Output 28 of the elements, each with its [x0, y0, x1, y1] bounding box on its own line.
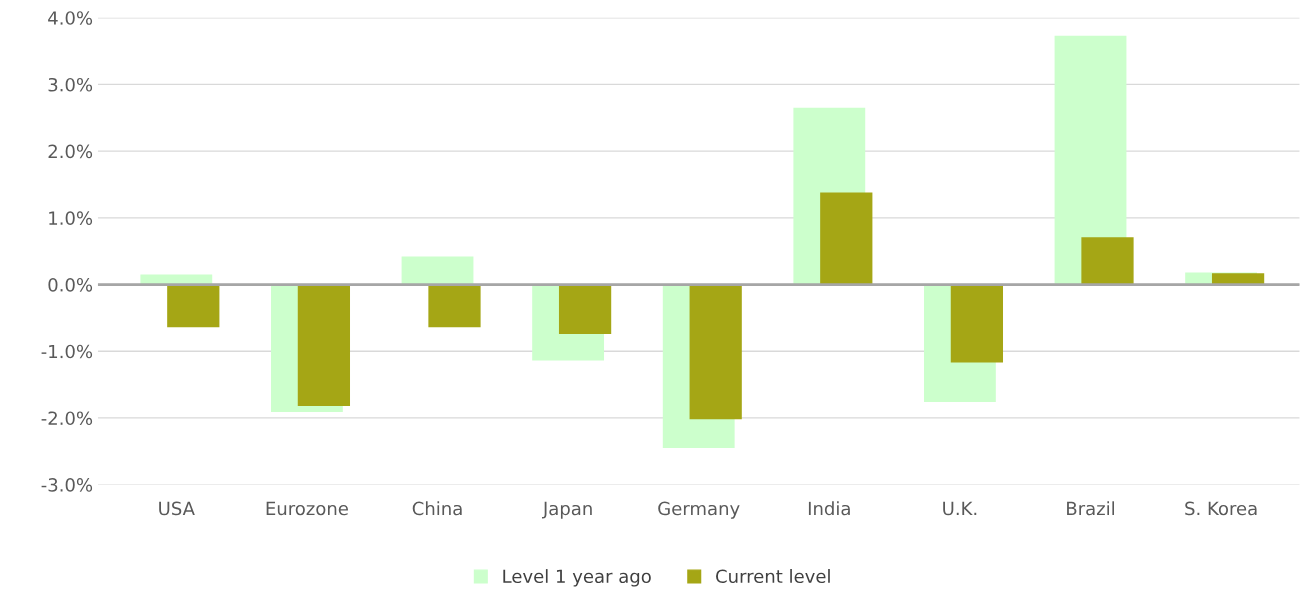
- y-tick-label: 0.0%: [48, 277, 93, 292]
- bar: [167, 284, 220, 328]
- y-tick-label: 3.0%: [48, 77, 93, 92]
- x-tick-label: Brazil: [1067, 501, 1115, 516]
- x-tick-label: USA: [159, 501, 195, 516]
- y-tick-label: 4.0%: [48, 11, 93, 25]
- x-tick-label: China: [412, 501, 462, 516]
- bar: [950, 284, 1004, 363]
- x-tick-label: Japan: [542, 501, 592, 519]
- bar: [428, 284, 481, 328]
- x-tick-label: Eurozone: [266, 501, 348, 516]
- bar: [1081, 237, 1134, 285]
- y-tick-label: 1.0%: [49, 211, 93, 225]
- y-tick-label: -1.0%: [41, 344, 93, 359]
- y-tick-label: 2.0%: [48, 144, 93, 159]
- y-tick-label: -2.0%: [41, 411, 93, 426]
- legend-label: Current level: [716, 569, 830, 584]
- y-tick-label: -3.0%: [41, 478, 93, 492]
- bar: [820, 192, 873, 285]
- legend-label: Level 1 year ago: [503, 569, 651, 587]
- bar: [689, 284, 742, 420]
- bar: [558, 284, 612, 334]
- x-tick-label: S. Korea: [1185, 501, 1257, 516]
- x-tick-label: U.K.: [943, 501, 977, 516]
- x-tick-label: India: [808, 501, 850, 516]
- bar: [401, 256, 474, 285]
- bar: [297, 284, 351, 406]
- x-tick-label: Germany: [658, 501, 740, 519]
